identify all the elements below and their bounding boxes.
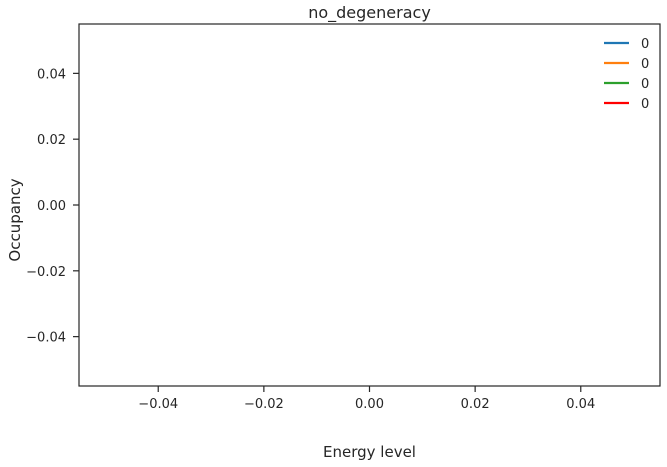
x-axis-label: Energy level [323, 443, 416, 461]
x-tick-label: 0.00 [355, 397, 384, 412]
chart-title: no_degeneracy [308, 3, 431, 23]
y-axis-label: Occupancy [6, 178, 24, 261]
y-tick-label: 0.02 [37, 133, 66, 148]
legend-label: 0 [641, 97, 649, 112]
legend: 0 0 0 0 [604, 37, 649, 112]
y-axis: 0.04 0.02 0.00 −0.02 −0.04 [26, 67, 79, 346]
x-axis: −0.04 −0.02 0.00 0.02 0.04 [138, 386, 595, 412]
x-tick-label: −0.04 [138, 397, 178, 412]
legend-label: 0 [641, 77, 649, 92]
plot-area [78, 23, 661, 387]
x-tick-label: 0.04 [566, 397, 595, 412]
y-tick-label: 0.04 [37, 67, 66, 82]
y-tick-label: −0.04 [26, 331, 66, 346]
y-tick-label: 0.00 [37, 199, 66, 214]
legend-label: 0 [641, 57, 649, 72]
x-tick-label: −0.02 [244, 397, 284, 412]
legend-label: 0 [641, 37, 649, 52]
y-tick-label: −0.02 [26, 265, 66, 280]
x-tick-label: 0.02 [461, 397, 490, 412]
